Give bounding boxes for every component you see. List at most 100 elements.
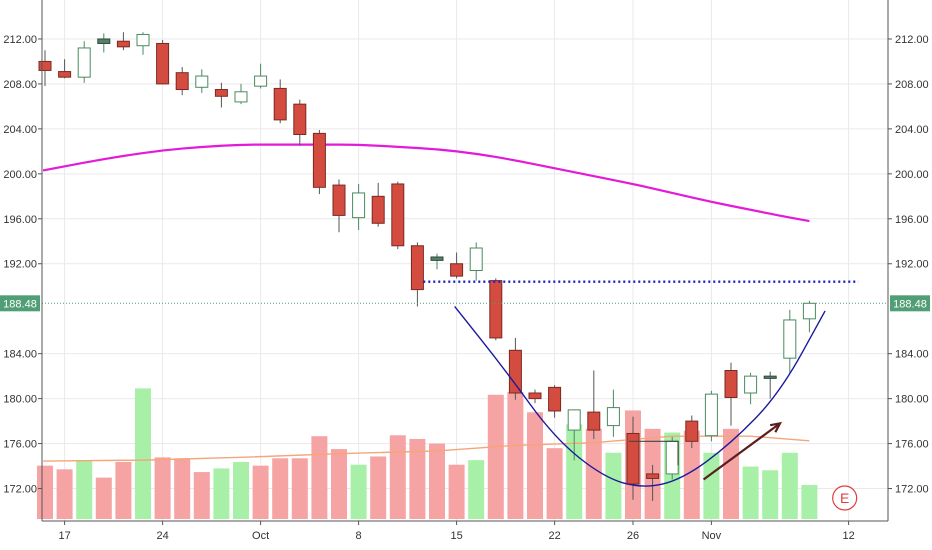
candle: [371, 182, 385, 227]
candle: [332, 179, 346, 233]
volume-bar: [174, 458, 191, 519]
candle: [58, 59, 72, 79]
candle: [254, 63, 268, 89]
candle: [410, 242, 424, 307]
volume-bar: [272, 458, 289, 519]
left-price-tick-label: 184.00: [3, 349, 37, 361]
volume-bar: [95, 477, 112, 519]
drawing-layer: E: [42, 280, 888, 511]
left-price-tick-label: 196.00: [3, 214, 37, 226]
volume-bar: [546, 448, 563, 519]
candle: [489, 278, 503, 341]
date-tick-label: 22: [548, 530, 560, 542]
candle-body: [116, 40, 130, 48]
volume-bar: [331, 449, 347, 519]
candle: [724, 362, 738, 426]
volume-bar: [468, 460, 485, 519]
candle-body: [136, 33, 150, 47]
volume-bar: [193, 472, 210, 519]
candle: [97, 33, 111, 53]
candle-body: [469, 247, 483, 271]
candle-body: [234, 91, 248, 103]
volume-bar: [742, 466, 759, 519]
volume-bar: [801, 484, 818, 519]
left-price-tick-label: 208.00: [3, 79, 37, 91]
right-price-tick-label: 180.00: [895, 394, 929, 406]
candle: [234, 83, 248, 105]
candle-body: [156, 42, 170, 85]
date-tick-label: 26: [627, 530, 639, 542]
volume-bar: [507, 392, 524, 519]
candle: [508, 337, 522, 400]
last-price-tag-left: [0, 295, 40, 312]
candle-body: [77, 47, 91, 78]
candle: [293, 99, 307, 146]
last-price-tag-right: [890, 295, 930, 312]
candle: [77, 41, 91, 83]
date-tick-label: 12: [842, 530, 854, 542]
left-price-tick-label: 212.00: [3, 34, 37, 46]
volume-bar: [135, 388, 151, 519]
candle-body: [352, 192, 366, 219]
handle-bracket: [629, 440, 679, 466]
volume-bar: [76, 460, 93, 519]
candle: [175, 67, 189, 96]
candle: [156, 40, 170, 85]
volume-layer: [37, 388, 818, 519]
volume-bar: [566, 424, 583, 519]
volume-bar: [429, 443, 445, 519]
candle: [450, 252, 464, 279]
candle: [116, 32, 130, 51]
volume-bar: [311, 436, 328, 519]
candle-body: [548, 386, 562, 412]
volume-bar: [703, 452, 720, 519]
candle: [665, 436, 679, 480]
volume-bar: [350, 464, 367, 519]
candle-body: [175, 72, 189, 91]
right-price-tick-label: 172.00: [895, 484, 929, 496]
candle-body: [312, 132, 326, 188]
cup-curve: [454, 306, 826, 487]
volume-bar: [448, 464, 465, 519]
volume-bar: [605, 452, 622, 519]
candle: [38, 50, 52, 87]
volume-bar: [115, 461, 132, 519]
candle-body: [371, 195, 385, 224]
candle: [214, 82, 228, 108]
volume-bar: [56, 469, 73, 519]
right-price-tick-label: 192.00: [895, 259, 929, 271]
right-price-tick-label: 204.00: [895, 124, 929, 136]
volume-bar: [487, 394, 504, 519]
date-tick-label: Oct: [252, 530, 269, 542]
moving-average-layer: [42, 143, 810, 223]
volume-bar: [723, 428, 739, 519]
date-tick-label: 24: [156, 530, 168, 542]
right-price-tick-label: 184.00: [895, 349, 929, 361]
right-price-tick-label: 212.00: [895, 34, 929, 46]
candle: [783, 309, 797, 373]
candle-body: [763, 375, 777, 379]
right-price-tick-label: 196.00: [895, 214, 929, 226]
right-price-tick-label: 208.00: [895, 79, 929, 91]
left-price-tick-label: 172.00: [3, 484, 37, 496]
last-price-label-left: 188.48: [3, 298, 37, 310]
candle: [195, 69, 209, 93]
candle: [391, 181, 405, 250]
candle-body: [626, 432, 640, 485]
candle-body: [391, 183, 405, 247]
volume-bar: [585, 428, 602, 519]
candle-body: [508, 349, 522, 394]
candle-layer: [38, 32, 816, 501]
candle-body: [332, 184, 346, 216]
left-price-tick-label: 180.00: [3, 394, 37, 406]
left-price-tick-label: 176.00: [3, 439, 37, 451]
volume-bar: [233, 461, 249, 519]
candle: [744, 372, 758, 405]
date-tick-label: 8: [356, 530, 362, 542]
candle: [606, 389, 620, 437]
candle-body: [606, 407, 620, 427]
candle: [626, 416, 640, 500]
volume-bar: [409, 438, 426, 519]
